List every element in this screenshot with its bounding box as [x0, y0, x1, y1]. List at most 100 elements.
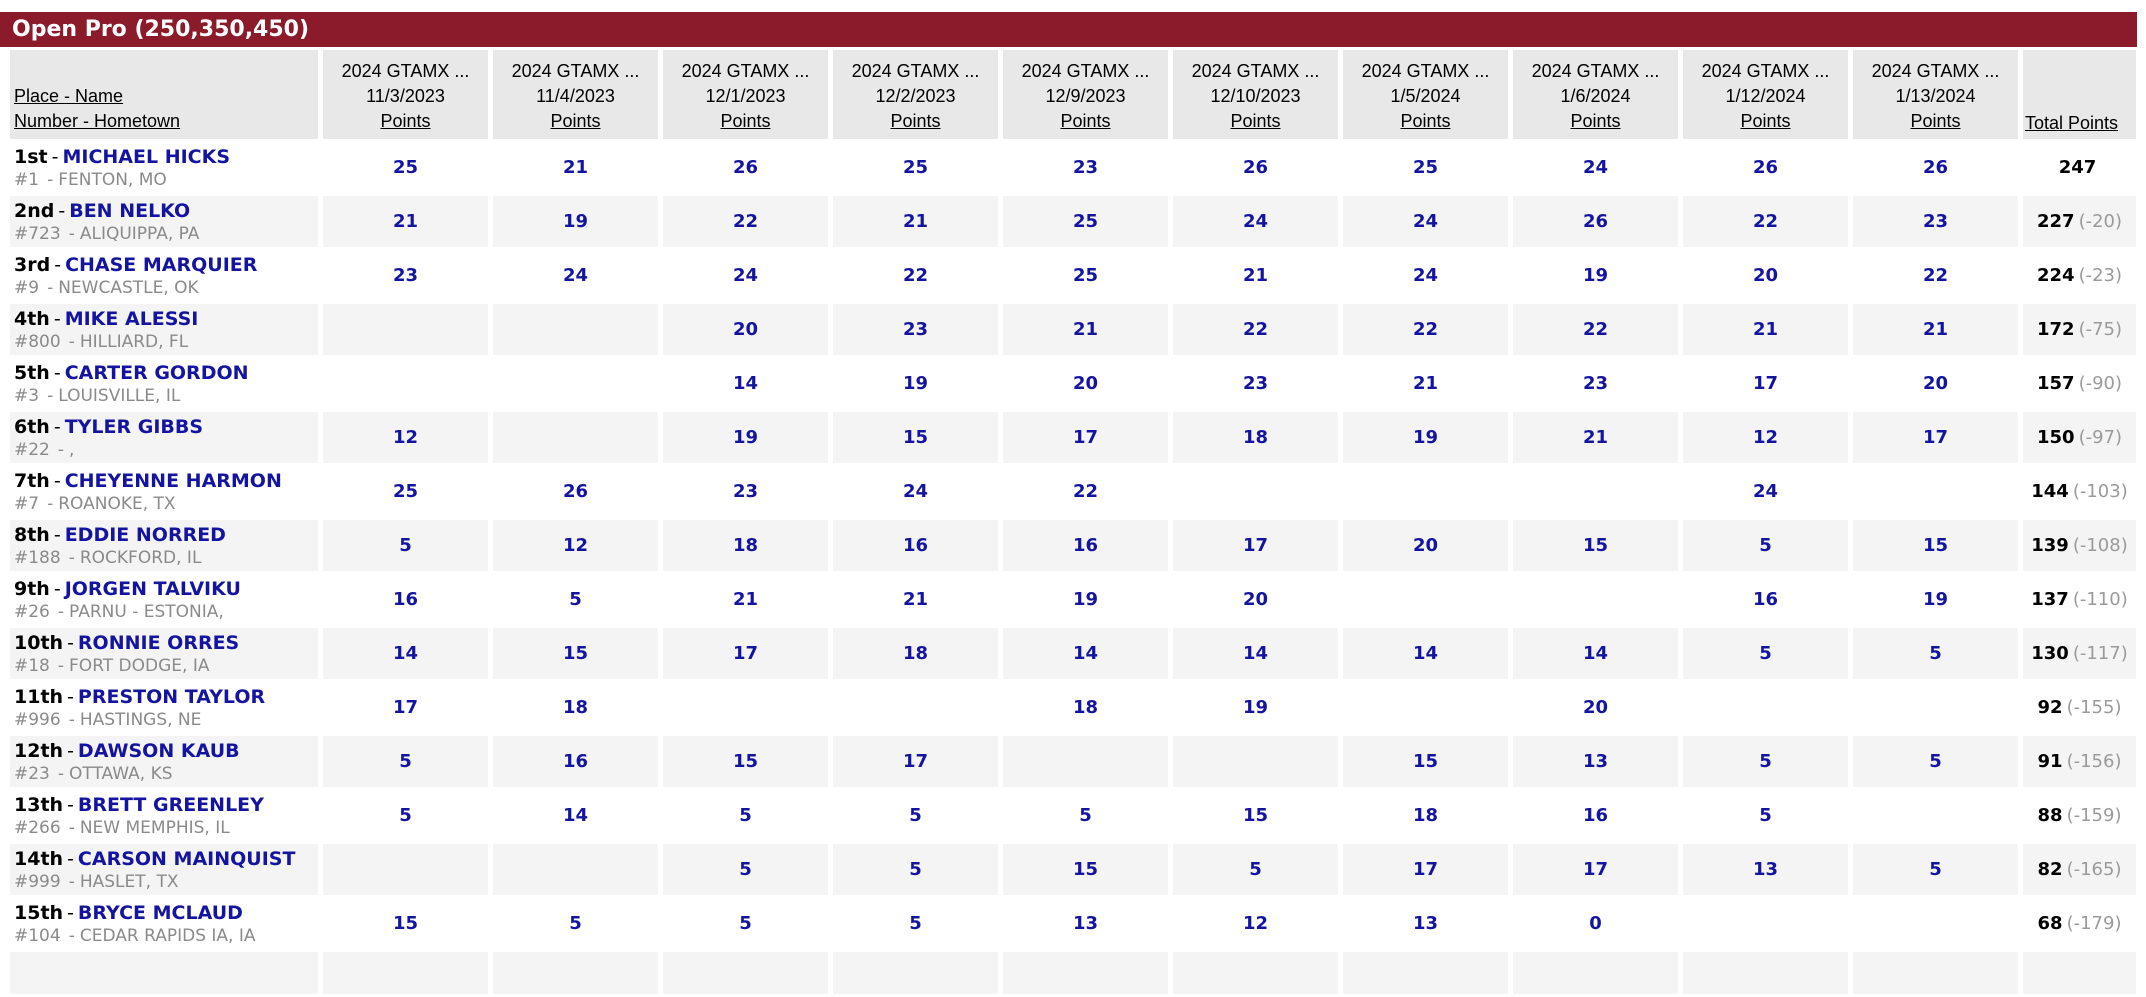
total-points-cell: 139 (-108)	[2023, 520, 2136, 571]
separator: -	[51, 145, 59, 168]
total-points-cell: 137 (-110)	[2023, 574, 2136, 625]
rider-name-link[interactable]: CARTER GORDON	[64, 361, 249, 384]
rider-hometown: LOUISVILLE, IL	[58, 385, 181, 406]
table-row-partial	[10, 952, 2136, 994]
column-header-event: 2024 GTAMX ... 1/12/2024 Points	[1683, 50, 1848, 139]
rider-number-hometown: #999- HASLET, TX	[14, 871, 317, 893]
points-cell: 15	[1343, 736, 1508, 787]
place-label: 4th	[14, 307, 50, 330]
sort-points-link[interactable]: Points	[1060, 111, 1111, 131]
separator: -	[47, 277, 54, 298]
sort-total-points-link[interactable]: Total Points	[2025, 113, 2119, 133]
sort-points-link[interactable]: Points	[550, 111, 601, 131]
event-date-label: 12/1/2023	[705, 86, 786, 106]
rider-number-hometown: #1- FENTON, MO	[14, 169, 317, 191]
rider-name-link[interactable]: TYLER GIBBS	[64, 415, 204, 438]
total-points-cell: 68 (-179)	[2023, 898, 2136, 949]
points-cell: 23	[323, 250, 488, 301]
points-cell: 24	[1683, 466, 1848, 517]
points-cell: 23	[1513, 358, 1678, 409]
points-cell: 25	[833, 142, 998, 193]
points-cell: 26	[1173, 142, 1338, 193]
rider-name-link[interactable]: PRESTON TAYLOR	[77, 685, 266, 708]
points-cell: 21	[1343, 358, 1508, 409]
event-date-label: 11/3/2023	[366, 86, 445, 106]
rider-name-link[interactable]: DAWSON KAUB	[77, 739, 240, 762]
page-title: Open Pro (250,350,450)	[12, 17, 310, 42]
rider-name-link[interactable]: BRYCE MCLAUD	[77, 901, 243, 924]
sort-points-link[interactable]: Points	[1740, 111, 1791, 131]
header-row: Place - Name Number - Hometown 2024 GTAM…	[10, 50, 2136, 139]
total-points-cell: 88 (-159)	[2023, 790, 2136, 841]
points-cell: 20	[1853, 358, 2018, 409]
points-cell: 13	[1513, 736, 1678, 787]
event-series-label: 2024 GTAMX ...	[851, 61, 980, 81]
points-cell: 23	[1853, 196, 2018, 247]
points-cell: 5	[1683, 628, 1848, 679]
rider-cell: 11th - PRESTON TAYLOR #996- HASTINGS, NE	[10, 682, 318, 733]
sort-points-link[interactable]: Points	[720, 111, 771, 131]
sort-points-link[interactable]: Points	[1910, 111, 1961, 131]
points-cell	[663, 682, 828, 733]
total-points-value: 88	[2037, 805, 2063, 826]
event-series-label: 2024 GTAMX ...	[681, 61, 810, 81]
rider-name-link[interactable]: CHASE MARQUIER	[65, 253, 258, 276]
points-cell: 19	[1853, 574, 2018, 625]
separator: -	[53, 469, 61, 492]
class-title-bar: Open Pro (250,350,450)	[0, 12, 2137, 47]
rider-number: #104	[14, 925, 61, 946]
rider-name-link[interactable]: BRETT GREENLEY	[77, 793, 264, 816]
rider-name-link[interactable]: CHEYENNE HARMON	[64, 469, 282, 492]
sort-points-link[interactable]: Points	[1400, 111, 1451, 131]
rider-number: #7	[14, 493, 40, 514]
points-cell: 24	[1343, 196, 1508, 247]
total-points-cell: 92 (-155)	[2023, 682, 2136, 733]
rider-name-link[interactable]: EDDIE NORRED	[64, 523, 226, 546]
rider-name-link[interactable]: BEN NELKO	[69, 199, 191, 222]
points-cell: 12	[493, 520, 658, 571]
separator: -	[68, 817, 75, 838]
points-cell: 21	[1003, 304, 1168, 355]
sort-points-link[interactable]: Points	[1230, 111, 1281, 131]
rider-hometown: ,	[69, 439, 75, 460]
sort-points-link[interactable]: Points	[1570, 111, 1621, 131]
points-cell: 12	[1173, 898, 1338, 949]
sort-points-link[interactable]: Points	[380, 111, 431, 131]
total-points-value: 137	[2031, 589, 2069, 610]
points-cell: 5	[1683, 736, 1848, 787]
total-points-cell: 224 (-23)	[2023, 250, 2136, 301]
sort-number-hometown-link[interactable]: Number - Hometown	[14, 111, 181, 131]
points-cell	[1173, 466, 1338, 517]
column-header-event: 2024 GTAMX ... 11/4/2023 Points	[493, 50, 658, 139]
points-cell: 22	[1003, 466, 1168, 517]
points-cell	[1343, 574, 1508, 625]
rider-cell: 13th - BRETT GREENLEY #266- NEW MEMPHIS, IL	[10, 790, 318, 841]
points-cell: 20	[1513, 682, 1678, 733]
points-cell: 22	[663, 196, 828, 247]
place-label: 6th	[14, 415, 50, 438]
points-deficit: (-97)	[2078, 427, 2123, 448]
points-deficit: (-155)	[2066, 697, 2122, 718]
points-deficit: (-75)	[2078, 319, 2123, 340]
rider-cell: 6th - TYLER GIBBS #22-,	[10, 412, 318, 463]
rider-name-link[interactable]: MIKE ALESSI	[64, 307, 199, 330]
rider-name-link[interactable]: RONNIE ORRES	[77, 631, 240, 654]
points-cell: 14	[663, 358, 828, 409]
points-cell: 26	[1683, 142, 1848, 193]
points-cell: 17	[1003, 412, 1168, 463]
points-cell: 16	[833, 520, 998, 571]
rider-name-link[interactable]: JORGEN TALVIKU	[64, 577, 241, 600]
points-cell	[1343, 466, 1508, 517]
points-cell: 24	[663, 250, 828, 301]
separator: -	[47, 493, 54, 514]
points-cell: 5	[1173, 844, 1338, 895]
points-cell: 14	[1343, 628, 1508, 679]
rider-cell: 10th - RONNIE ORRES #18- FORT DODGE, IA	[10, 628, 318, 679]
rider-name-link[interactable]: MICHAEL HICKS	[62, 145, 231, 168]
points-cell: 17	[1853, 412, 2018, 463]
rider-name-link[interactable]: CARSON MAINQUIST	[77, 847, 296, 870]
sort-place-name-link[interactable]: Place - Name	[14, 86, 124, 106]
sort-points-link[interactable]: Points	[890, 111, 941, 131]
points-deficit: (-20)	[2078, 211, 2123, 232]
separator: -	[68, 223, 75, 244]
